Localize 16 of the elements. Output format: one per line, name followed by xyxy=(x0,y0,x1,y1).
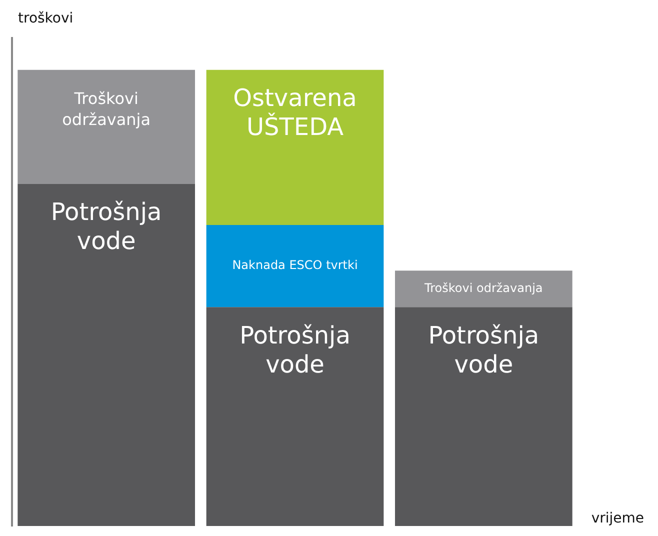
text: Potrošnja vode xyxy=(240,321,350,378)
text: Troškovi održavanja xyxy=(62,89,151,130)
bar xyxy=(18,70,196,184)
series-label: Ostvarena UŠTEDA xyxy=(233,84,357,142)
bar xyxy=(206,307,384,526)
series-label: Troškovi održavanja xyxy=(424,280,543,295)
text: Potrošnja vode xyxy=(428,321,540,378)
bar xyxy=(206,224,384,308)
x-axis-title: vrijeme xyxy=(591,510,644,527)
bar xyxy=(18,184,196,526)
bar xyxy=(394,307,572,526)
bar xyxy=(394,270,572,308)
series-label: Potrošnja vode xyxy=(50,198,162,256)
series-label: Naknada ESCO tvrtki xyxy=(232,258,358,272)
y-axis-title: troškovi xyxy=(18,10,74,27)
bar xyxy=(206,70,384,225)
